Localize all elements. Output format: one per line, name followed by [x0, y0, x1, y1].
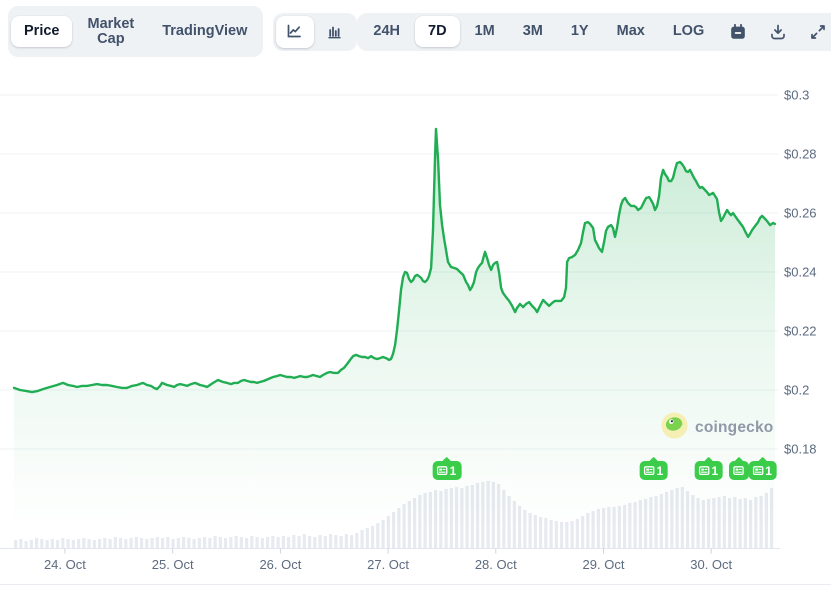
y-tick-label: $0.22 — [784, 324, 817, 339]
metric-tab-group: Price Market Cap TradingView — [8, 6, 264, 57]
range-log[interactable]: LOG — [660, 16, 717, 47]
coingecko-watermark-label: coingecko — [695, 419, 774, 436]
bottom-divider — [0, 584, 831, 585]
badge-count: 1 — [711, 463, 719, 478]
coingecko-watermark: coingecko — [661, 412, 773, 444]
x-tick-label: 25. Oct — [152, 557, 194, 572]
x-tick-label: 24. Oct — [44, 557, 86, 572]
badge-count: 1 — [656, 463, 664, 478]
x-axis-ticks — [64, 548, 712, 554]
y-tick-label: $0.26 — [784, 206, 817, 221]
download-button[interactable] — [759, 16, 797, 48]
news-annotation-badge[interactable]: 1 — [639, 461, 669, 480]
chart-toolbar: Price Market Cap TradingView 24H 7D 1M 3M 1Y Ma… — [8, 6, 831, 57]
candlestick-chart-icon — [328, 26, 342, 38]
range-3m[interactable]: 3M — [510, 16, 556, 47]
range-7d[interactable]: 7D — [415, 16, 460, 47]
news-annotation-badge[interactable]: 1 — [748, 461, 777, 480]
coingecko-logo-icon — [661, 412, 688, 444]
y-tick-label: $0.24 — [784, 265, 817, 280]
x-tick-label: 29. Oct — [583, 557, 625, 572]
price-area — [14, 128, 775, 548]
news-icon — [436, 466, 448, 476]
news-annotation-badge[interactable]: 1 — [432, 461, 462, 480]
calendar-button[interactable] — [719, 16, 757, 48]
x-axis-labels: 24. Oct 25. Oct 26. Oct 27. Oct 28. Oct 29. O… — [44, 557, 733, 572]
gecko-icon — [661, 412, 688, 439]
y-tick-label: $0.18 — [784, 442, 817, 457]
news-annotation-badge[interactable]: 1 — [694, 461, 724, 480]
range-24h[interactable]: 24H — [360, 16, 413, 47]
y-axis-labels: $0.3 $0.28 $0.26 $0.24 $0.22 $0.2 $0.18 — [784, 88, 817, 457]
badge-count: 1 — [765, 463, 772, 478]
tab-tradingview[interactable]: TradingView — [149, 16, 260, 47]
fullscreen-button[interactable] — [799, 16, 831, 48]
calendar-icon — [731, 23, 746, 39]
tab-market-cap[interactable]: Market Cap — [74, 9, 147, 54]
news-icon — [752, 466, 763, 476]
price-line — [12, 127, 777, 394]
news-annotation-badge[interactable] — [728, 461, 749, 480]
tab-price[interactable]: Price — [11, 16, 73, 47]
news-icon — [698, 466, 710, 476]
x-tick-label: 28. Oct — [475, 557, 517, 572]
range-max[interactable]: Max — [604, 16, 658, 47]
news-icon — [733, 466, 744, 476]
news-icon — [643, 466, 655, 476]
y-tick-label: $0.2 — [784, 383, 809, 398]
y-tick-label: $0.3 — [784, 88, 809, 103]
x-tick-label: 27. Oct — [367, 557, 409, 572]
line-chart-icon — [288, 24, 302, 37]
candlestick-chart-button[interactable] — [316, 16, 354, 48]
x-tick-label: 26. Oct — [259, 557, 301, 572]
range-and-tools-group: 24H 7D 1M 3M 1Y Max LOG — [357, 12, 831, 51]
range-1y[interactable]: 1Y — [558, 16, 602, 47]
chart-type-group — [273, 12, 358, 51]
x-tick-label: 30. Oct — [690, 557, 732, 572]
range-1m[interactable]: 1M — [462, 16, 508, 47]
fullscreen-icon — [811, 24, 826, 39]
download-icon — [771, 24, 786, 39]
line-chart-button[interactable] — [276, 15, 315, 48]
badge-count: 1 — [449, 463, 457, 478]
y-tick-label: $0.28 — [784, 147, 817, 162]
